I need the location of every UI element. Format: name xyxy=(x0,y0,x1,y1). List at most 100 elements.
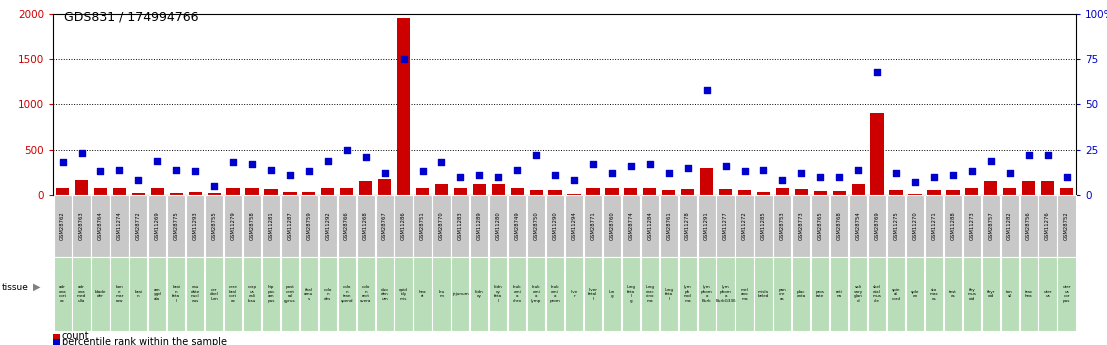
Text: mel
ano
ma: mel ano ma xyxy=(741,287,748,301)
Text: leuk
emi
a
prom: leuk emi a prom xyxy=(550,285,560,303)
Bar xyxy=(944,257,962,331)
Point xyxy=(1038,152,1056,158)
Point xyxy=(679,165,696,170)
Text: adr
ena
cort
ex: adr ena cort ex xyxy=(59,285,66,303)
Bar xyxy=(681,189,694,195)
Bar xyxy=(546,257,565,331)
Text: GSM11273: GSM11273 xyxy=(970,212,974,240)
Text: GSM28772: GSM28772 xyxy=(136,211,141,240)
Bar xyxy=(132,193,145,195)
Text: GSM11283: GSM11283 xyxy=(458,212,463,240)
Text: GSM11293: GSM11293 xyxy=(193,212,198,240)
Bar xyxy=(377,179,391,195)
Bar xyxy=(793,257,810,331)
Point xyxy=(262,167,280,172)
Text: liver
fetal
l: liver fetal l xyxy=(588,287,598,301)
Bar xyxy=(984,181,997,195)
Text: GSM28760: GSM28760 xyxy=(610,211,614,240)
Bar xyxy=(338,257,355,331)
Text: adr
ena
med
ulla: adr ena med ulla xyxy=(76,285,86,303)
Bar xyxy=(151,188,164,195)
Point xyxy=(584,161,602,167)
Text: misla
beled: misla beled xyxy=(758,290,769,298)
Bar xyxy=(265,189,278,195)
Text: GSM28765: GSM28765 xyxy=(818,211,823,240)
Bar xyxy=(281,257,299,331)
Bar xyxy=(851,184,865,195)
Bar xyxy=(754,195,773,257)
Point xyxy=(452,174,469,179)
Text: GSM28775: GSM28775 xyxy=(174,211,178,240)
Bar xyxy=(870,114,883,195)
Bar xyxy=(606,188,619,195)
Point xyxy=(868,69,886,75)
Text: GSM11275: GSM11275 xyxy=(893,211,899,240)
Bar xyxy=(1003,188,1016,195)
Bar xyxy=(546,195,565,257)
Point xyxy=(375,170,393,176)
Text: lun
g: lun g xyxy=(609,290,615,298)
Text: GSM11290: GSM11290 xyxy=(552,211,558,240)
Bar xyxy=(697,257,716,331)
Bar xyxy=(529,190,542,195)
Bar xyxy=(868,257,887,331)
Text: GSM28774: GSM28774 xyxy=(629,211,633,240)
Text: epid
idy
mis: epid idy mis xyxy=(400,287,408,301)
Bar xyxy=(757,192,770,195)
Text: leu
m: leu m xyxy=(438,290,445,298)
Bar xyxy=(1022,181,1035,195)
Text: GSM28770: GSM28770 xyxy=(439,211,444,240)
Point xyxy=(736,169,754,174)
Bar xyxy=(416,188,430,195)
Bar xyxy=(169,193,183,195)
Bar xyxy=(982,257,1000,331)
Bar xyxy=(660,195,677,257)
Bar xyxy=(660,257,677,331)
Text: percentile rank within the sample: percentile rank within the sample xyxy=(62,337,227,345)
Point xyxy=(92,169,110,174)
Text: thal
amu
s: thal amu s xyxy=(304,287,313,301)
Bar xyxy=(489,257,507,331)
Bar xyxy=(774,195,792,257)
Bar xyxy=(319,195,337,257)
Bar xyxy=(944,195,962,257)
Text: GSM28753: GSM28753 xyxy=(780,212,785,240)
Bar xyxy=(394,257,413,331)
Point xyxy=(148,158,166,163)
Bar xyxy=(224,195,242,257)
Text: uter
us: uter us xyxy=(1043,290,1052,298)
Bar xyxy=(433,195,451,257)
Bar xyxy=(338,195,355,257)
Point xyxy=(130,178,147,183)
Point xyxy=(887,170,904,176)
Text: live
r: live r xyxy=(570,290,578,298)
Text: uter
us
cor
pus: uter us cor pus xyxy=(1063,285,1070,303)
Bar xyxy=(359,181,372,195)
Point xyxy=(54,159,72,165)
Bar xyxy=(624,188,638,195)
Point xyxy=(925,174,943,179)
Point xyxy=(755,167,773,172)
Bar xyxy=(1038,257,1057,331)
Bar xyxy=(603,195,621,257)
Bar xyxy=(300,195,318,257)
Bar xyxy=(849,195,867,257)
Text: GSM11280: GSM11280 xyxy=(496,211,500,240)
Bar xyxy=(167,195,185,257)
Text: GSM11271: GSM11271 xyxy=(931,211,937,240)
Bar xyxy=(452,195,469,257)
Text: GSM28762: GSM28762 xyxy=(60,211,65,240)
Bar xyxy=(111,257,128,331)
Text: colo
n
rect
svera: colo n rect svera xyxy=(360,285,371,303)
Bar xyxy=(394,195,413,257)
Text: lung
feta
l
g: lung feta l g xyxy=(627,285,635,303)
Point xyxy=(414,169,432,174)
Bar xyxy=(489,195,507,257)
Bar xyxy=(527,257,546,331)
Bar xyxy=(965,188,979,195)
Text: kidn
ey: kidn ey xyxy=(475,290,484,298)
Bar xyxy=(565,257,583,331)
Bar xyxy=(454,188,467,195)
Bar xyxy=(982,195,1000,257)
Bar xyxy=(53,195,72,257)
